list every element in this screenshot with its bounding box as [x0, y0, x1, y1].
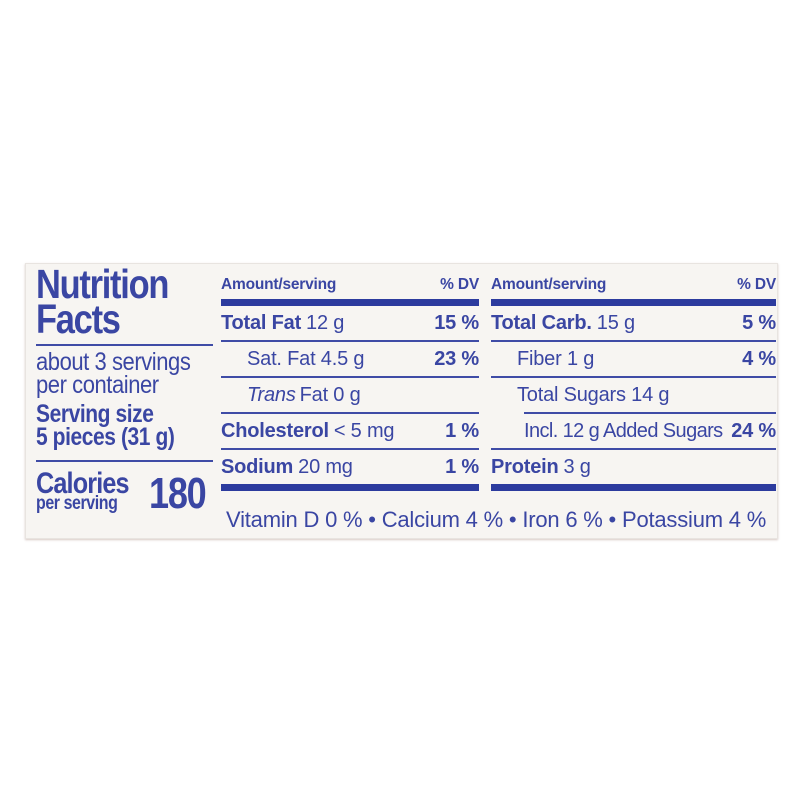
vitamins-minerals-line: Vitamin D 0 % • Calcium 4 % • Iron 6 % •…	[226, 507, 767, 532]
nutrient-value: 14 g	[631, 383, 670, 406]
nutrient-row-sodium: Sodium 20 mg 1 %	[221, 450, 479, 484]
servings-line-2: per container	[36, 371, 159, 399]
nutrient-name: Fiber	[517, 347, 562, 370]
nutrient-dv: 1 %	[445, 419, 479, 442]
divider-rule	[36, 344, 213, 346]
nutrient-row-added-sugars: Incl. 12 g Added Sugars 24 %	[491, 414, 776, 448]
nutrient-row-fiber: Fiber 1 g 4 %	[491, 342, 776, 376]
nutrient-value: 12 g	[306, 311, 345, 334]
nutrient-name: Total Sugars	[517, 383, 626, 406]
nutrient-row-trans-fat: Trans Fat 0 g	[221, 378, 479, 412]
fat-column: Amount/serving % DV Total Fat 12 g 15 % S…	[221, 276, 479, 491]
serving-size-value: 5 pieces (31 g)	[36, 423, 175, 451]
nutrient-dv: 23 %	[434, 347, 479, 370]
calories-sublabel: per serving	[36, 493, 118, 514]
title-line-1: Nutrition	[36, 261, 169, 307]
nutrient-value: < 5 mg	[333, 419, 395, 442]
thin-rule	[221, 340, 479, 342]
nutrition-facts-title: Nutrition Facts	[36, 261, 218, 342]
carb-column: Amount/serving % DV Total Carb. 15 g 5 % …	[491, 276, 776, 491]
thick-bar	[221, 484, 479, 491]
thick-bar	[491, 484, 776, 491]
thin-rule	[491, 376, 776, 378]
nutrient-name: Fat	[299, 383, 328, 406]
nutrient-name: Total Carb.	[491, 311, 592, 334]
title-line-2: Facts	[36, 296, 121, 342]
servings-line-1: about 3 servings	[36, 348, 191, 376]
nutrient-name: Sodium	[221, 455, 294, 478]
nutrient-name-italic: Trans	[247, 383, 296, 406]
nutrient-dv: 1 %	[445, 455, 479, 478]
label-left-column: Nutrition Facts about 3 servings per con…	[36, 261, 218, 518]
nutrient-dv: 24 %	[731, 419, 776, 442]
thin-rule	[221, 448, 479, 450]
calories-value: 180	[149, 469, 207, 518]
thin-rule-indented	[524, 412, 776, 414]
nutrient-dv: 5 %	[742, 311, 776, 334]
divider-rule	[36, 460, 213, 462]
thin-rule	[491, 448, 776, 450]
column-header: Amount/serving % DV	[491, 276, 776, 294]
percent-dv-header: % DV	[440, 276, 479, 293]
calories-label: Calories	[36, 467, 130, 500]
nutrient-value: 15 g	[596, 311, 635, 334]
nutrient-value: 20 mg	[298, 455, 353, 478]
servings-per-container: about 3 servings per container	[36, 348, 218, 399]
nutrient-value: 1 g	[566, 347, 595, 370]
amount-serving-header: Amount/serving	[491, 276, 607, 293]
nutrition-facts-label: Nutrition Facts about 3 servings per con…	[25, 263, 778, 539]
nutrient-name: Total Fat	[221, 311, 302, 334]
serving-size: Serving size 5 pieces (31 g)	[36, 400, 218, 451]
nutrient-dv: 4 %	[742, 347, 776, 370]
nutrient-dv: 15 %	[434, 311, 479, 334]
nutrient-name: Sat. Fat	[247, 347, 316, 370]
percent-dv-header: % DV	[737, 276, 776, 293]
nutrient-name: Protein	[491, 455, 559, 478]
nutrient-value: 0 g	[333, 383, 361, 406]
nutrient-value: 4.5 g	[320, 347, 365, 370]
nutrient-row-total-sugars: Total Sugars 14 g	[491, 378, 776, 412]
nutrient-row-total-fat: Total Fat 12 g 15 %	[221, 306, 479, 340]
thin-rule	[221, 376, 479, 378]
column-header: Amount/serving % DV	[221, 276, 479, 294]
thick-bar	[491, 299, 776, 306]
thin-rule	[221, 412, 479, 414]
nutrient-row-total-carb: Total Carb. 15 g 5 %	[491, 306, 776, 340]
calories-block: Calories per serving 180	[36, 467, 218, 518]
nutrient-row-sat-fat: Sat. Fat 4.5 g 23 %	[221, 342, 479, 376]
amount-serving-header: Amount/serving	[221, 276, 337, 293]
serving-size-label: Serving size	[36, 400, 154, 428]
nutrient-name: Incl. 12 g Added Sugars	[524, 419, 723, 442]
calories-labels: Calories per serving	[36, 467, 149, 514]
nutrient-value: 3 g	[563, 455, 591, 478]
nutrient-name: Cholesterol	[221, 419, 329, 442]
nutrient-row-cholesterol: Cholesterol < 5 mg 1 %	[221, 414, 479, 448]
nutrient-row-protein: Protein 3 g	[491, 450, 776, 484]
thin-rule	[491, 340, 776, 342]
thick-bar	[221, 299, 479, 306]
